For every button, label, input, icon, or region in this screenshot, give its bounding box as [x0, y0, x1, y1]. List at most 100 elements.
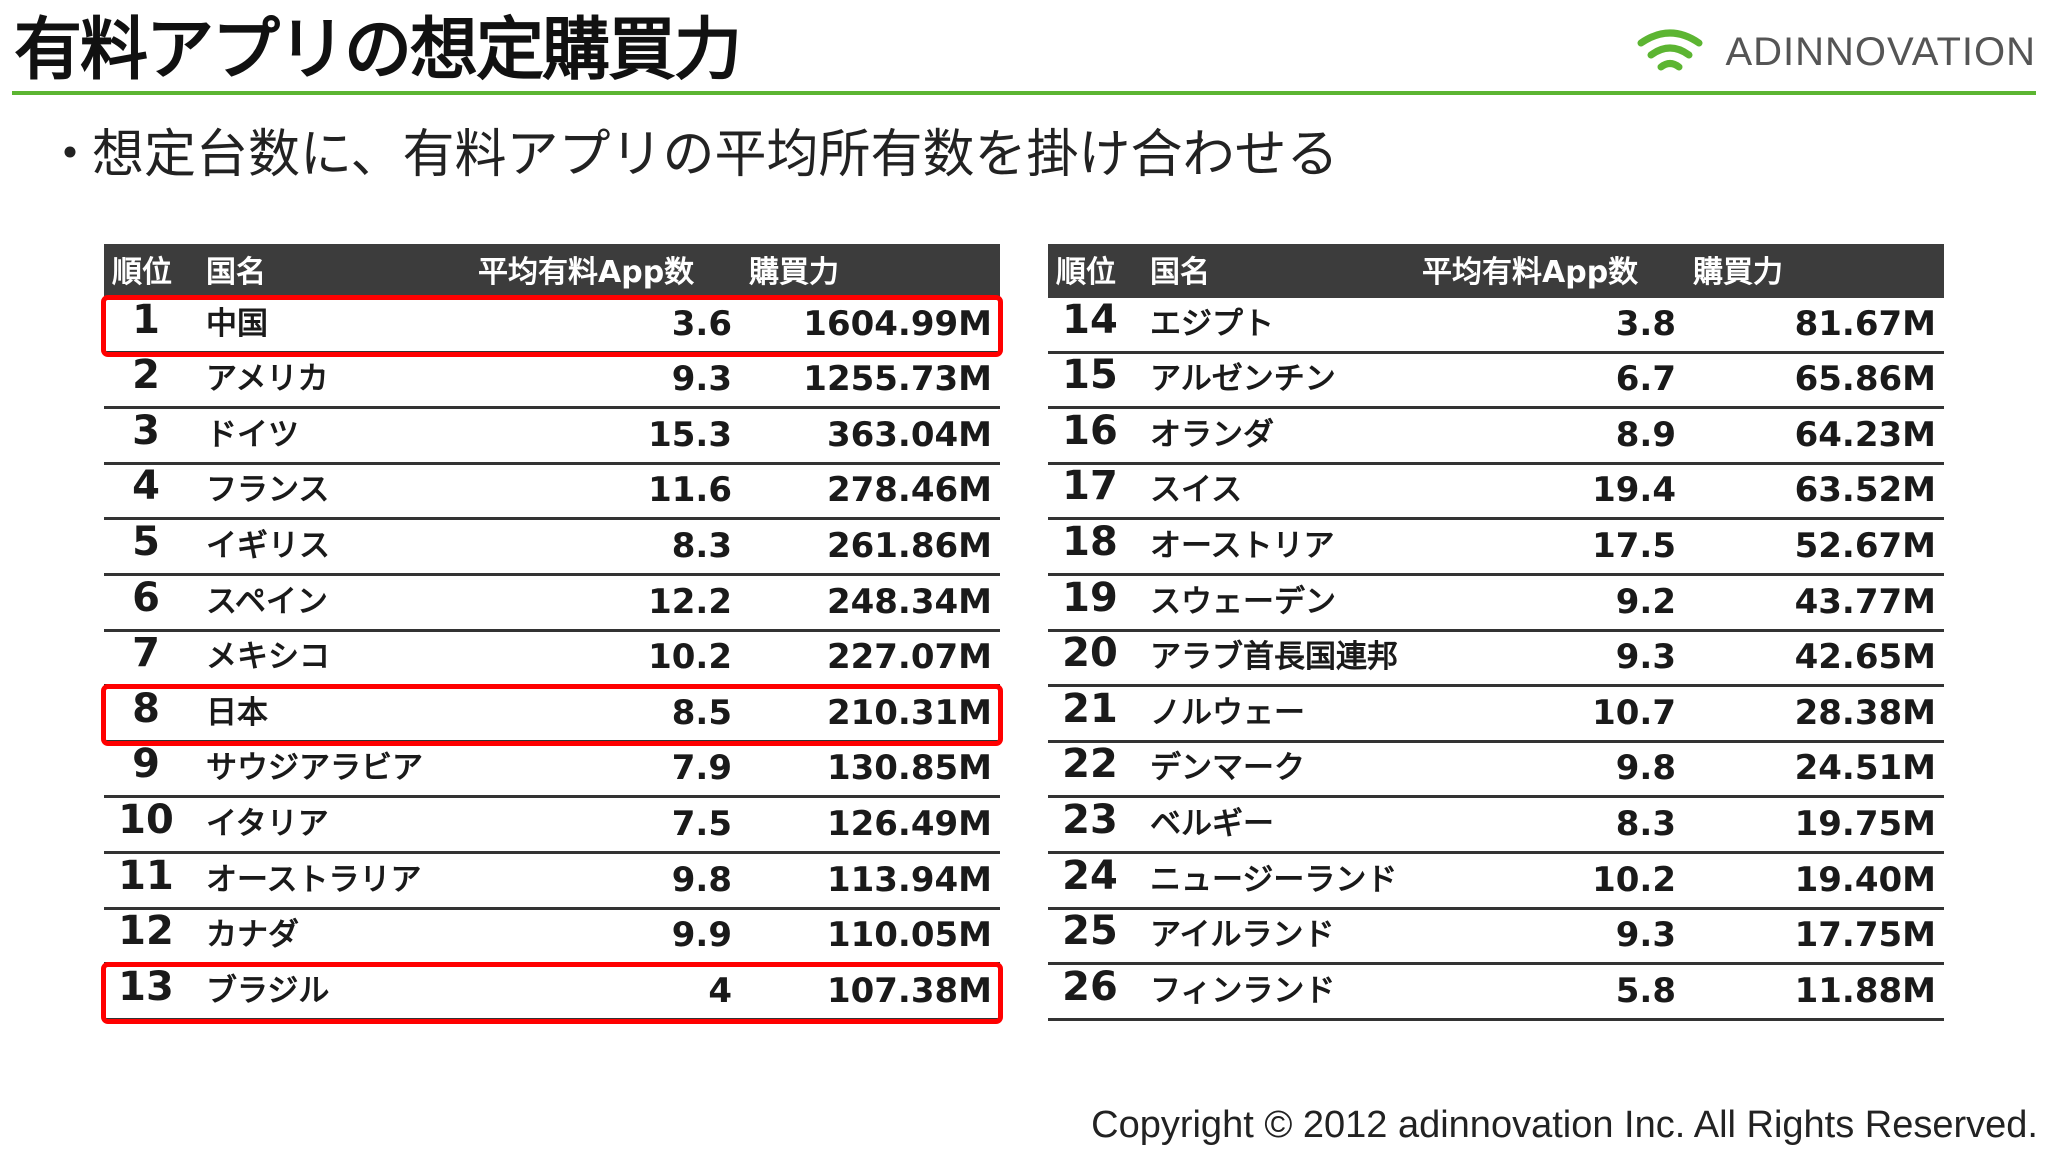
- rank-cell: 8: [132, 685, 160, 732]
- rank-cell: 14: [1062, 296, 1118, 343]
- avg-apps-cell: 10.2: [648, 637, 732, 678]
- rank-cell: 18: [1062, 518, 1118, 565]
- rank-cell: 4: [132, 463, 160, 510]
- country-cell: アメリカ: [206, 361, 329, 398]
- country-cell: アルゼンチン: [1150, 361, 1336, 398]
- table-row: 20 アラブ首長国連邦 9.3 42.65M: [1048, 630, 1944, 688]
- purchasing-power-cell: 64.23M: [1794, 414, 1936, 455]
- purchasing-power-cell: 363.04M: [826, 414, 992, 455]
- avg-apps-cell: 8.3: [1615, 803, 1676, 844]
- purchasing-power-cell: 11.88M: [1794, 970, 1936, 1011]
- bullet-text: 想定台数に、有料アプリの平均所有数を掛け合わせる: [92, 125, 1339, 185]
- country-cell: スウェーデン: [1150, 583, 1336, 620]
- avg-apps-cell: 8.3: [671, 525, 732, 566]
- rank-cell: 7: [132, 630, 160, 677]
- avg-apps-cell: 17.5: [1592, 525, 1676, 566]
- purchasing-power-cell: 19.40M: [1794, 859, 1936, 900]
- purchasing-power-cell: 1255.73M: [803, 359, 992, 400]
- avg-apps-cell: 10.2: [1592, 859, 1676, 900]
- rank-cell: 23: [1062, 796, 1118, 843]
- rank-cell: 26: [1062, 963, 1118, 1010]
- column-header-purchasing-power: 購買力: [1693, 255, 1783, 290]
- avg-apps-cell: 15.3: [648, 414, 732, 455]
- country-cell: フィンランド: [1150, 972, 1336, 1009]
- rank-cell: 19: [1062, 574, 1118, 621]
- rank-cell: 2: [132, 352, 160, 399]
- avg-apps-cell: 19.4: [1592, 470, 1676, 511]
- purchasing-power-cell: 278.46M: [826, 470, 992, 511]
- rank-cell: 9: [132, 741, 160, 788]
- purchasing-power-cell: 65.86M: [1794, 359, 1936, 400]
- country-cell: イタリア: [206, 805, 329, 842]
- avg-apps-cell: 9.9: [671, 915, 732, 956]
- table-row: 7 メキシコ 10.2 227.07M: [104, 630, 1000, 688]
- country-cell: 中国: [206, 305, 268, 342]
- purchasing-power-cell: 130.85M: [826, 748, 992, 789]
- column-header-purchasing-power: 購買力: [749, 255, 839, 290]
- table-header: 順位 国名 平均有料App数 購買力: [1048, 244, 1944, 298]
- purchasing-power-cell: 24.51M: [1794, 748, 1936, 789]
- country-cell: フランス: [206, 472, 330, 509]
- table-row: 21 ノルウェー 10.7 28.38M: [1048, 685, 1944, 743]
- country-cell: スイス: [1150, 472, 1243, 509]
- purchasing-power-cell: 126.49M: [826, 803, 992, 844]
- avg-apps-cell: 9.2: [1615, 581, 1676, 622]
- purchasing-power-cell: 261.86M: [826, 525, 992, 566]
- avg-apps-cell: 10.7: [1592, 692, 1676, 733]
- country-cell: ドイツ: [206, 416, 299, 453]
- country-cell: ベルギー: [1150, 805, 1274, 842]
- bullet-point: ・想定台数に、有料アプリの平均所有数を掛け合わせる: [44, 120, 1338, 190]
- rank-cell: 12: [118, 908, 174, 955]
- table-row-highlighted: 1 中国 3.6 1604.99M: [101, 295, 1003, 357]
- country-cell: オーストラリア: [206, 861, 422, 898]
- avg-apps-cell: 7.9: [671, 748, 732, 789]
- rank-cell: 5: [132, 518, 160, 565]
- avg-apps-cell: 9.8: [671, 859, 732, 900]
- purchasing-power-cell: 19.75M: [1794, 803, 1936, 844]
- rank-cell: 16: [1062, 407, 1118, 454]
- table-row: 12 カナダ 9.9 110.05M: [104, 908, 1000, 966]
- country-cell: アイルランド: [1150, 917, 1335, 954]
- table-row: 15 アルゼンチン 6.7 65.86M: [1048, 352, 1944, 410]
- avg-apps-cell: 7.5: [671, 803, 732, 844]
- table-row: 19 スウェーデン 9.2 43.77M: [1048, 574, 1944, 632]
- table-row: 17 スイス 19.4 63.52M: [1048, 463, 1944, 521]
- table-row: 26 フィンランド 5.8 11.88M: [1048, 963, 1944, 1021]
- table-body: 14 エジプト 3.8 81.67M 15 アルゼンチン 6.7 65.86M 16 オランダ 8.…: [1048, 296, 1944, 1021]
- column-header-rank: 順位: [112, 255, 172, 290]
- column-header-country: 国名: [1150, 255, 1210, 290]
- purchasing-power-cell: 63.52M: [1794, 470, 1936, 511]
- table-header: 順位 国名 平均有料App数 購買力: [104, 244, 1000, 298]
- purchasing-power-cell: 28.38M: [1794, 692, 1936, 733]
- bullet-dot: ・: [44, 125, 97, 185]
- purchasing-power-cell: 210.31M: [826, 692, 992, 733]
- country-cell: デンマーク: [1150, 750, 1305, 787]
- rank-cell: 20: [1062, 630, 1118, 677]
- purchasing-power-cell: 81.67M: [1794, 303, 1936, 344]
- table-row: 2 アメリカ 9.3 1255.73M: [104, 352, 1000, 410]
- table-row: 22 デンマーク 9.8 24.51M: [1048, 741, 1944, 799]
- country-cell: オランダ: [1150, 416, 1274, 453]
- avg-apps-cell: 8.9: [1615, 414, 1676, 455]
- column-header-avg-apps: 平均有料App数: [478, 255, 695, 290]
- avg-apps-cell: 3.6: [671, 303, 732, 344]
- avg-apps-cell: 8.5: [671, 692, 732, 733]
- rank-cell: 15: [1062, 352, 1118, 399]
- rank-cell: 21: [1062, 685, 1118, 732]
- country-cell: スペイン: [206, 583, 328, 620]
- slide-title: 有料アプリの想定購買力: [14, 11, 742, 90]
- avg-apps-cell: 9.3: [671, 359, 732, 400]
- table-row: 14 エジプト 3.8 81.67M: [1048, 296, 1944, 354]
- table-row: 11 オーストラリア 9.8 113.94M: [104, 853, 1000, 910]
- rank-cell: 1: [132, 296, 160, 343]
- rank-cell: 17: [1062, 463, 1118, 510]
- rank-cell: 3: [132, 407, 160, 454]
- column-header-rank: 順位: [1056, 255, 1116, 290]
- avg-apps-cell: 6.7: [1615, 359, 1676, 400]
- avg-apps-cell: 9.3: [1615, 915, 1676, 956]
- country-cell: エジプト: [1150, 305, 1274, 342]
- country-cell: イギリス: [206, 527, 330, 564]
- column-header-avg-apps: 平均有料App数: [1422, 255, 1639, 290]
- avg-apps-cell: 4: [708, 970, 732, 1011]
- wifi-signal-icon: [1637, 29, 1703, 71]
